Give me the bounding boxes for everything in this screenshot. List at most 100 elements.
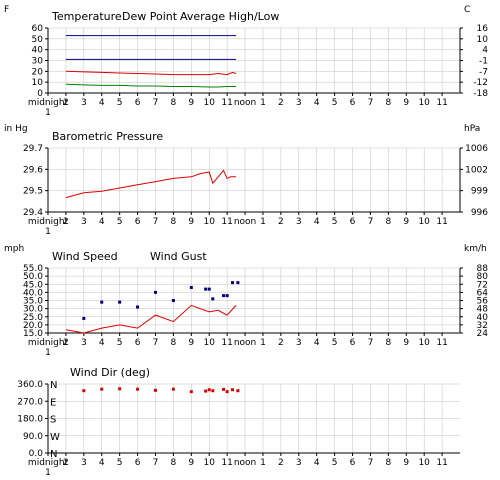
x-tick-label: 11 <box>221 98 232 108</box>
x-tick-label: midnight <box>28 98 69 108</box>
x-tick-label: 9 <box>188 338 194 348</box>
x-tick-label: 7 <box>368 338 374 348</box>
y-right-tick-label: 1006 <box>465 144 488 154</box>
x-tick-label: 11 <box>221 217 232 227</box>
y-right-tick-label: -12 <box>473 78 488 88</box>
series-line <box>65 70 237 76</box>
data-point <box>207 388 211 392</box>
compass-label: W <box>50 432 60 443</box>
x-tick-label: 3 <box>296 338 302 348</box>
x-tick-label: 9 <box>403 338 409 348</box>
y-tick-label: 180.0 <box>17 415 43 425</box>
series-line <box>65 169 237 199</box>
x-tick-label: 3 <box>81 98 87 108</box>
x-tick-label: 8 <box>171 217 177 227</box>
x-tick-label: 2 <box>63 338 69 348</box>
legend-entry: Wind Gust <box>150 250 207 263</box>
y-tick-label: 270.0 <box>17 397 43 407</box>
data-point <box>231 388 235 392</box>
x-tick-label: 1 <box>260 98 266 108</box>
x-tick-label: 3 <box>296 458 302 468</box>
y-tick-label: 30.0 <box>23 305 43 315</box>
x-tick-label: 6 <box>135 217 141 227</box>
y-tick-label: 30 <box>32 57 44 67</box>
y-right-tick-label: 1002 <box>465 165 488 175</box>
data-point <box>82 389 86 393</box>
y-tick-label: 90.0 <box>23 432 43 442</box>
x-tick-label: 10 <box>203 98 215 108</box>
x-tick-label: 8 <box>171 98 177 108</box>
y-right-tick-label: 48 <box>477 305 489 315</box>
data-point <box>136 387 140 391</box>
x-tick-label: 4 <box>314 458 320 468</box>
x-tick-label: noon <box>234 458 256 468</box>
data-point <box>189 286 193 289</box>
x-tick-sublabel: 1 <box>45 348 51 358</box>
x-tick-label: 9 <box>403 217 409 227</box>
x-tick-label: 8 <box>171 458 177 468</box>
x-tick-sublabel: 1 <box>45 108 51 118</box>
x-tick-label: 11 <box>221 458 232 468</box>
x-tick-label: midnight <box>28 458 69 468</box>
x-tick-label: 3 <box>81 458 87 468</box>
data-point <box>153 388 157 392</box>
data-point <box>100 387 104 391</box>
data-point <box>225 390 229 394</box>
x-tick-label: 7 <box>153 98 159 108</box>
x-tick-label: 4 <box>99 217 105 227</box>
x-tick-label: 11 <box>436 338 447 348</box>
x-tick-label: 2 <box>63 458 69 468</box>
x-tick-label: 10 <box>418 338 430 348</box>
compass-label: S <box>50 415 56 426</box>
y-tick-label: 20.0 <box>23 321 43 331</box>
x-tick-label: 7 <box>368 217 374 227</box>
data-point <box>118 300 122 304</box>
legend-entry: Dew Point <box>122 10 178 23</box>
y-right-tick-label: 40 <box>477 313 489 323</box>
data-point <box>222 387 226 391</box>
legend-entry: Wind Speed <box>52 250 118 263</box>
y-right-tick-label: 88 <box>477 264 489 274</box>
x-tick-sublabel: 1 <box>45 227 51 237</box>
series-line <box>65 83 237 88</box>
x-tick-label: 7 <box>153 458 159 468</box>
y-right-tick-label: 4 <box>482 46 488 56</box>
x-tick-label: noon <box>234 338 256 348</box>
x-tick-label: 5 <box>117 458 123 468</box>
y-tick-label: 25.0 <box>23 313 43 323</box>
y-tick-label: 40.0 <box>23 288 43 298</box>
data-point <box>82 316 86 320</box>
y-right-unit-label: C <box>464 5 470 15</box>
y-tick-label: 40 <box>32 46 44 56</box>
y-right-unit-label: hPa <box>464 124 480 134</box>
x-tick-label: 6 <box>135 98 141 108</box>
x-tick-label: 7 <box>368 98 374 108</box>
x-tick-label: noon <box>234 98 256 108</box>
x-tick-label: 3 <box>296 217 302 227</box>
x-tick-label: 2 <box>63 217 69 227</box>
x-tick-label: 5 <box>332 98 338 108</box>
data-point <box>189 390 193 394</box>
data-point <box>222 294 226 298</box>
data-point <box>236 281 240 285</box>
data-point <box>225 294 229 298</box>
x-tick-label: 6 <box>350 217 356 227</box>
x-tick-label: 5 <box>332 217 338 227</box>
x-tick-label: 1 <box>260 338 266 348</box>
data-point <box>204 389 208 393</box>
data-point <box>211 389 215 393</box>
legend-entry: Average High/Low <box>180 10 279 23</box>
legend-entry: Barometric Pressure <box>52 130 163 143</box>
data-point <box>204 287 208 291</box>
x-tick-label: 4 <box>99 458 105 468</box>
x-tick-label: 2 <box>278 98 284 108</box>
x-tick-label: 8 <box>385 338 391 348</box>
y-tick-label: 50.0 <box>23 272 43 282</box>
y-right-tick-label: -7 <box>479 67 488 77</box>
x-tick-label: 5 <box>117 98 123 108</box>
y-right-tick-label: 24 <box>477 329 489 339</box>
